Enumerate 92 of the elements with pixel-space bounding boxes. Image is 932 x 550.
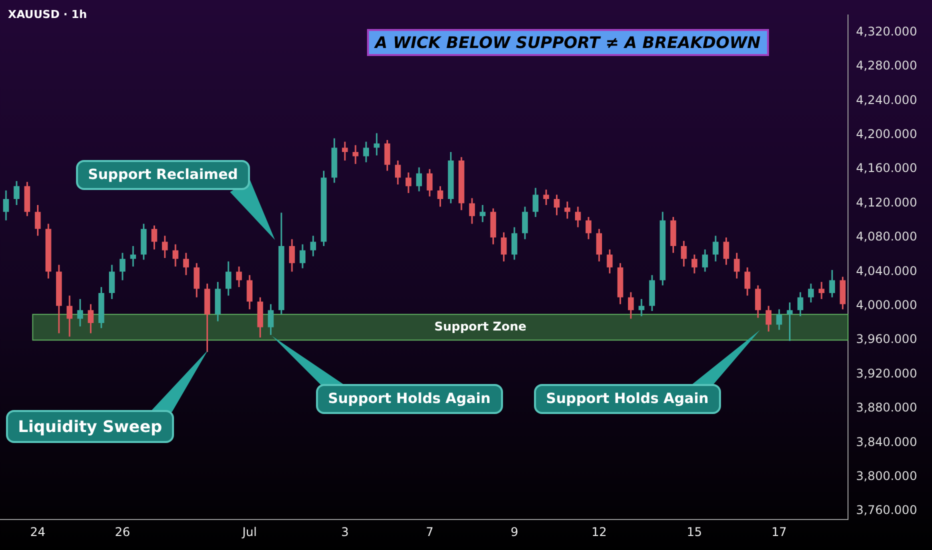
- candlestick: [236, 266, 242, 288]
- candlestick: [596, 228, 602, 262]
- candlestick: [829, 269, 836, 298]
- candlestick: [120, 252, 126, 281]
- y-tick-label: 4,160.000: [856, 161, 918, 176]
- y-tick-label: 3,880.000: [856, 400, 918, 415]
- candlestick: [500, 232, 507, 262]
- text: A WICK BELOW SUPPORT ≠ A BREAKDOWN: [367, 29, 769, 56]
- candlestick: [109, 264, 115, 300]
- candlestick: [712, 235, 719, 262]
- candlestick: [151, 224, 158, 250]
- candlestick: [818, 281, 824, 300]
- candlestick: [734, 252, 740, 280]
- candlestick: [480, 204, 486, 223]
- candlestick: [766, 305, 772, 332]
- x-tick-label: Jul: [241, 524, 257, 539]
- candlestick: [342, 140, 348, 162]
- x-tick-label: 3: [341, 524, 349, 539]
- candlestick: [130, 245, 136, 268]
- candlestick: [840, 276, 846, 310]
- y-tick-label: 3,800.000: [856, 468, 918, 483]
- candlestick: [183, 252, 189, 276]
- candlestick: [172, 244, 178, 268]
- candlestick: [797, 291, 804, 317]
- y-tick-label: 3,920.000: [856, 366, 918, 380]
- y-tick-label: 4,320.000: [856, 24, 918, 38]
- chart-subtitle: XAUUSD · 1h: [8, 8, 87, 21]
- candlestick: [14, 180, 20, 206]
- candlestick: [77, 298, 84, 328]
- y-tick-label: 4,080.000: [856, 230, 918, 244]
- y-tick-label: 3,760.000: [856, 503, 918, 518]
- band-label: Support Zone: [434, 319, 526, 334]
- candlestick: [808, 282, 814, 304]
- candlestick: [416, 166, 422, 192]
- candlestick: [88, 303, 94, 334]
- candlestick: [194, 262, 200, 298]
- candlestick: [246, 274, 253, 310]
- candlestick: [394, 160, 401, 186]
- annotation: Support Holds Again: [534, 384, 721, 414]
- y-tick-label: 4,120.000: [856, 195, 918, 210]
- candlestick: [532, 187, 538, 218]
- x-tick-label: 17: [772, 524, 787, 539]
- candlestick: [744, 266, 750, 296]
- candlestick: [426, 168, 433, 198]
- candlestick: [3, 190, 9, 222]
- candlestick: [575, 206, 581, 228]
- x-tick-label: 24: [30, 524, 46, 539]
- candlestick: [469, 197, 475, 225]
- candlestick: [310, 235, 316, 258]
- candlestick: [437, 185, 444, 208]
- y-tick-label: 3,840.000: [856, 434, 918, 449]
- candlestick: [162, 235, 168, 259]
- x-tick-label: 9: [510, 524, 518, 539]
- x-tick-label: 15: [686, 524, 702, 539]
- candlestick: [776, 308, 782, 331]
- y-tick-label: 3,960.000: [856, 332, 918, 346]
- candlestick: [352, 144, 358, 165]
- candlestick: [692, 254, 698, 274]
- y-tick-label: 4,000.000: [856, 298, 918, 312]
- annotation: Support Reclaimed: [76, 160, 250, 190]
- x-tick-label: 12: [591, 524, 607, 539]
- candlestick: [289, 238, 295, 272]
- candlestick: [586, 216, 592, 240]
- candlestick: [268, 303, 274, 336]
- candlestick: [606, 248, 613, 274]
- candlestick: [786, 302, 793, 342]
- y-tick-label: 4,280.000: [856, 58, 918, 73]
- candlestick: [680, 240, 687, 268]
- candlestick: [522, 206, 528, 240]
- y-tick-label: 4,040.000: [856, 264, 918, 278]
- candlestick: [564, 200, 570, 220]
- candlestick: [300, 244, 306, 270]
- x-tick-label: 7: [426, 524, 434, 539]
- candlestick: [702, 248, 708, 272]
- candlestick: [363, 140, 370, 163]
- x-tick-label: 26: [114, 524, 130, 539]
- candlestick: [755, 284, 761, 319]
- candlestick: [723, 236, 730, 266]
- candlestick: [511, 226, 518, 260]
- annotation: Support Holds Again: [316, 384, 503, 414]
- y-tick-label: 4,200.000: [856, 127, 918, 142]
- candlestick: [638, 298, 644, 317]
- candlestick: [66, 294, 72, 338]
- candlestick: [406, 172, 412, 194]
- candlestick: [543, 188, 550, 206]
- candlestick: [226, 260, 232, 296]
- candlestick: [384, 139, 390, 172]
- candlestick: [34, 204, 41, 237]
- candlestick: [628, 291, 634, 320]
- y-tick-label: 4,240.000: [856, 92, 918, 107]
- annotation: Liquidity Sweep: [6, 410, 174, 443]
- candlestick: [554, 194, 560, 216]
